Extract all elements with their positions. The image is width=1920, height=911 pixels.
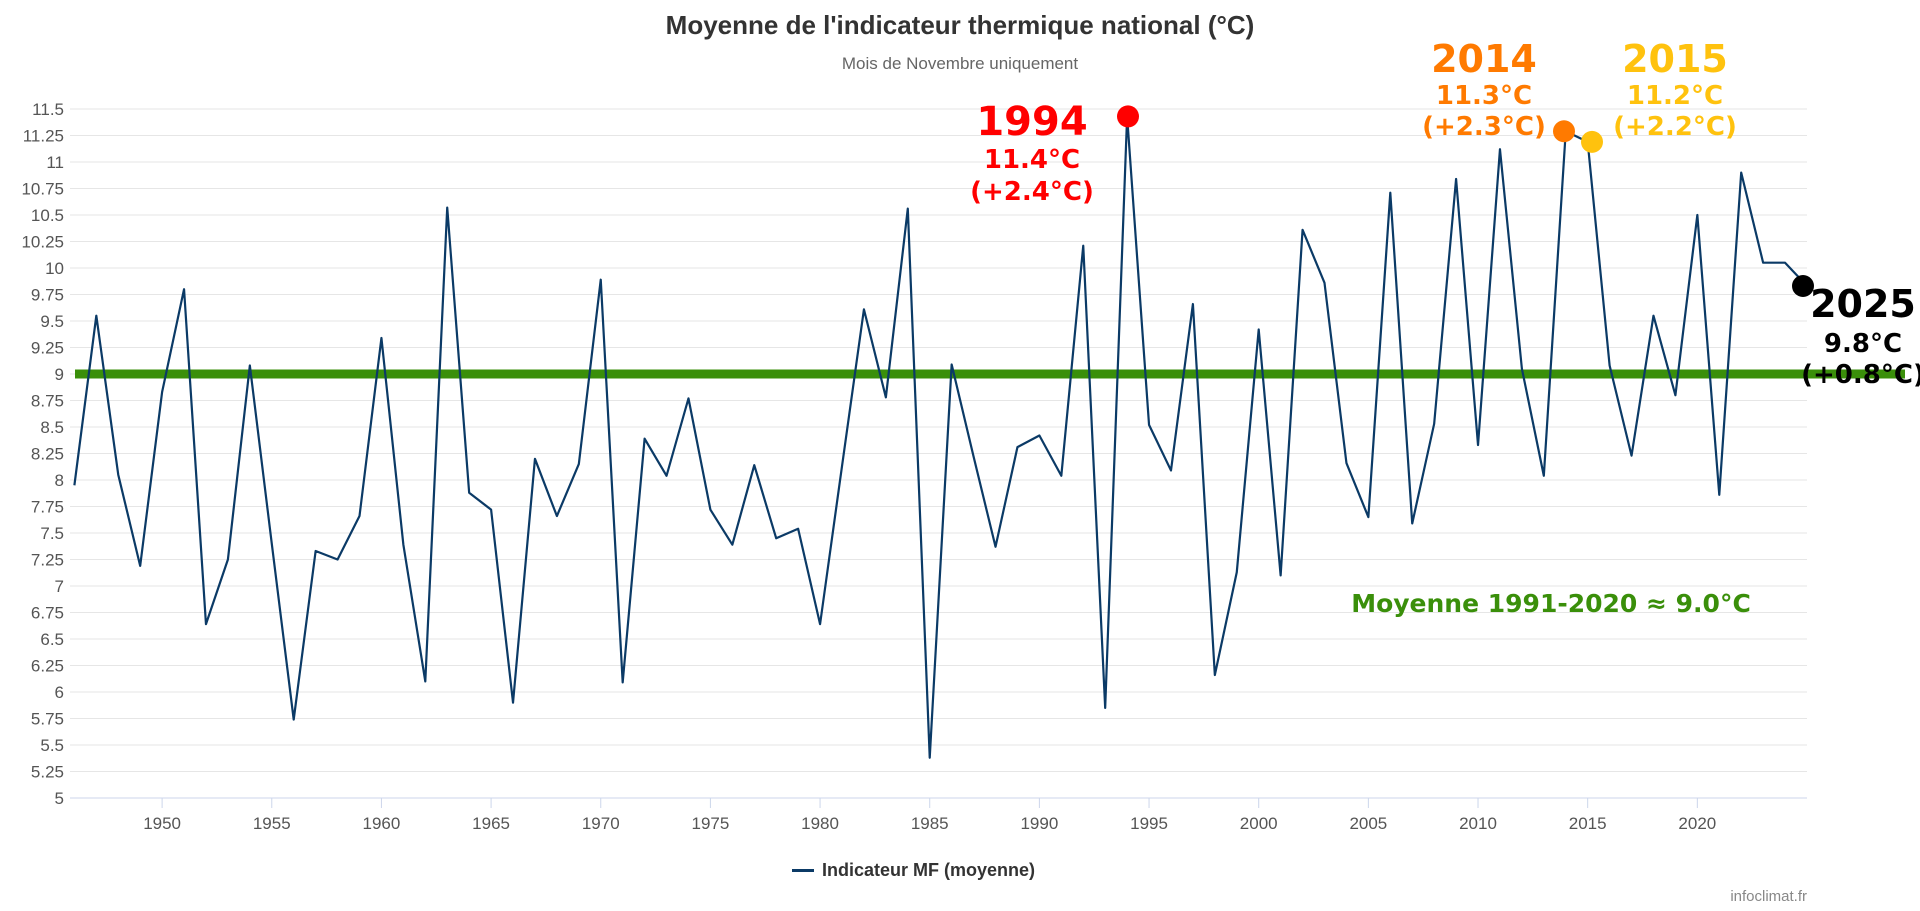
highlight-anomaly-2014: (+2.3°C) xyxy=(1422,112,1546,142)
reference-line-label: Moyenne 1991-2020 ≈ 9.0°C xyxy=(1351,589,1751,618)
y-tick-label: 9 xyxy=(55,365,64,384)
x-tick-label: 1965 xyxy=(472,814,510,833)
x-tick-label: 1995 xyxy=(1130,814,1168,833)
highlight-anomaly-2025: (+0.8°C) xyxy=(1801,360,1920,390)
x-tick-label: 1985 xyxy=(911,814,949,833)
highlight-value-2014: 11.3°C xyxy=(1436,81,1532,111)
y-tick-label: 10.25 xyxy=(21,233,64,252)
legend-swatch xyxy=(792,869,814,872)
highlight-dot-2015 xyxy=(1581,130,1603,153)
reference-line-group: Moyenne 1991-2020 ≈ 9.0°C xyxy=(75,369,1905,618)
x-tick-label: 1950 xyxy=(143,814,181,833)
y-tick-label: 7.75 xyxy=(31,498,64,517)
highlight-anomaly-1994: (+2.4°C) xyxy=(970,177,1094,207)
x-tick-label: 2000 xyxy=(1240,814,1278,833)
series-line xyxy=(73,115,1808,759)
y-tick-label: 6.25 xyxy=(31,657,64,676)
x-axis: 1950 1955 1960 1965 1970 1975 1980 1985 1990 1995… xyxy=(143,798,1716,833)
y-tick-label: 6 xyxy=(55,683,64,702)
y-tick-label: 10.75 xyxy=(21,180,64,199)
x-tick-label: 2015 xyxy=(1569,814,1607,833)
y-tick-label: 11.5 xyxy=(32,100,64,119)
y-tick-label: 5.75 xyxy=(31,710,64,729)
y-tick-label: 7.25 xyxy=(31,551,64,570)
x-tick-label: 1955 xyxy=(253,814,291,833)
y-tick-label: 6.5 xyxy=(40,630,64,649)
chart-title: Moyenne de l'indicateur thermique nation… xyxy=(665,10,1255,40)
highlight-value-2025: 9.8°C xyxy=(1824,329,1902,359)
y-tick-label: 5 xyxy=(55,789,64,808)
y-tick-label: 11 xyxy=(46,153,64,172)
y-tick-label: 7 xyxy=(55,577,64,596)
highlight-anomaly-2015: (+2.2°C) xyxy=(1613,112,1737,142)
legend-label: Indicateur MF (moyenne) xyxy=(822,860,1036,880)
highlight-dot-1994 xyxy=(1117,105,1139,128)
y-tick-label: 9.5 xyxy=(40,312,64,331)
highlight-value-1994: 11.4°C xyxy=(984,145,1080,175)
y-tick-label: 10 xyxy=(45,259,64,278)
y-tick-label: 9.25 xyxy=(31,339,64,358)
y-tick-label: 8.25 xyxy=(31,445,64,464)
highlight-year-2015: 2015 xyxy=(1622,37,1728,81)
x-tick-label: 1990 xyxy=(1020,814,1058,833)
y-tick-label: 8.5 xyxy=(40,418,64,437)
y-tick-label: 6.75 xyxy=(31,604,64,623)
highlight-year-2025: 2025 xyxy=(1810,282,1916,326)
x-tick-label: 2010 xyxy=(1459,814,1497,833)
x-tick-label: 1975 xyxy=(691,814,729,833)
credit-link[interactable]: infoclimat.fr xyxy=(1730,888,1807,905)
highlight-year-2014: 2014 xyxy=(1431,37,1537,81)
y-tick-label: 9.75 xyxy=(31,286,64,305)
series-group xyxy=(73,115,1808,759)
x-tick-label: 2005 xyxy=(1349,814,1387,833)
y-tick-label: 5.25 xyxy=(31,763,64,782)
highlight-year-1994: 1994 xyxy=(976,99,1087,145)
highlight-dot-2014 xyxy=(1553,120,1575,143)
x-tick-label: 1970 xyxy=(582,814,620,833)
y-tick-label: 10.5 xyxy=(31,206,64,225)
legend-item[interactable]: Indicateur MF (moyenne) xyxy=(792,860,1035,881)
highlight-value-2015: 11.2°C xyxy=(1627,81,1723,111)
gridlines xyxy=(70,108,1807,799)
y-axis-labels: 5 5.25 5.5 5.75 6 6.25 6.5 6.75 7 7.25 7.5 7.75 8 8.2… xyxy=(21,100,64,808)
y-tick-label: 11.25 xyxy=(23,127,64,146)
highlight-dot-2025 xyxy=(1792,275,1814,298)
x-tick-label: 1980 xyxy=(801,814,839,833)
chart-subtitle: Mois de Novembre uniquement xyxy=(841,54,1079,73)
x-tick-label: 1960 xyxy=(363,814,401,833)
y-tick-label: 8.75 xyxy=(31,392,64,411)
y-tick-label: 7.5 xyxy=(40,524,64,543)
x-tick-label: 2020 xyxy=(1678,814,1716,833)
y-tick-label: 5.5 xyxy=(40,736,64,755)
y-tick-label: 8 xyxy=(55,471,64,490)
